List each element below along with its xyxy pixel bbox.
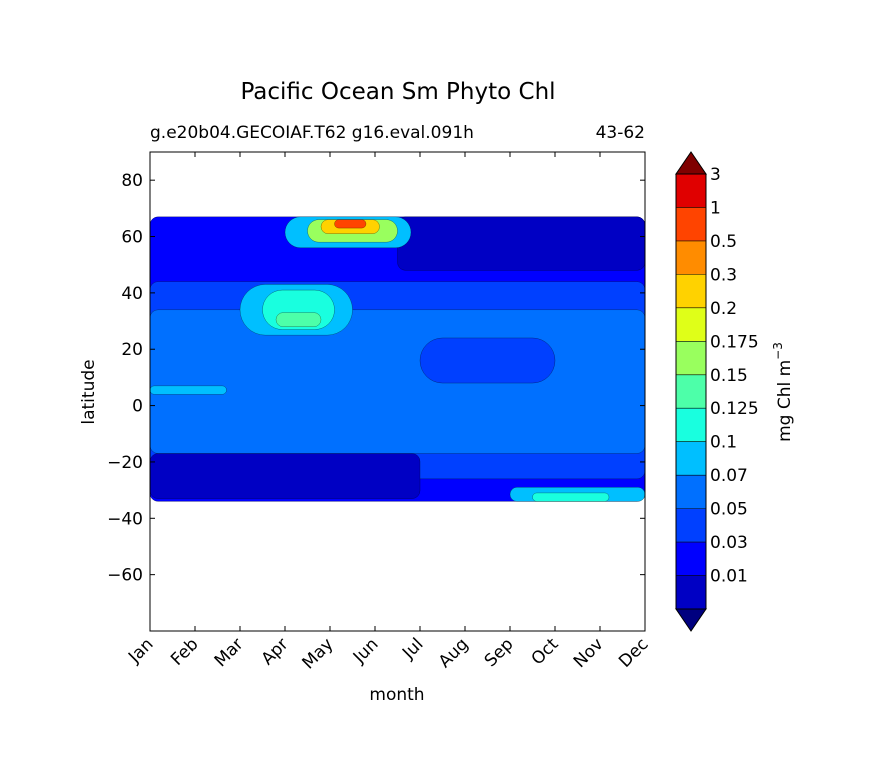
contour-region-5: [419, 337, 556, 384]
colorbar-segment-6: [676, 408, 706, 442]
contour-region-8: [275, 312, 322, 327]
colorbar-label: mg Chl m−3: [771, 342, 795, 442]
y-axis-label: latitude: [79, 359, 99, 424]
contour-region-3: [397, 216, 645, 271]
plot-frame: [149, 151, 646, 632]
x-tick-label-2: Mar: [211, 634, 248, 671]
colorbar-segment-12: [676, 207, 706, 241]
colorbar-tick-label-12: 3: [710, 165, 721, 185]
x-tick-label-9: Oct: [528, 634, 563, 669]
colorbar-segment-9: [676, 307, 706, 342]
colorbar-segment-10: [676, 274, 706, 308]
y-tick-label-3: 20: [121, 340, 143, 360]
x-axis-label: month: [369, 685, 424, 705]
contour-region-4: [150, 453, 421, 499]
colorbar-extend-bottom: [675, 608, 707, 632]
x-tick-label-1: Feb: [167, 634, 202, 669]
y-tick-label-4: 0: [132, 397, 143, 417]
colorbar-tick-label-3: 0.07: [710, 466, 748, 486]
colorbar-label-text: mg Chl m: [775, 360, 795, 442]
colorbar-tick-label-4: 0.1: [710, 433, 737, 453]
colorbar-tick-label-5: 0.125: [710, 399, 759, 419]
colorbar-tick-label-8: 0.2: [710, 299, 737, 319]
contour-region-11: [532, 492, 610, 502]
colorbar-tick-label-10: 0.5: [710, 232, 737, 252]
contour-region-15: [334, 219, 367, 229]
contour-region-2: [150, 309, 645, 454]
colorbar-segment-1: [676, 575, 706, 609]
colorbar-segment-2: [676, 542, 706, 576]
colorbar: 0.01 0.03 0.05 0.07 0.1 0.125 0.15 0.175 0.2 0.3 0…: [675, 151, 759, 632]
colorbar-segment-5: [676, 441, 706, 476]
y-tick-label-7: −60: [107, 566, 143, 586]
colorbar-tick-label-11: 1: [710, 198, 721, 218]
chart-subtitle-right: 43-62: [596, 123, 645, 143]
x-tick-label-7: Aug: [435, 634, 473, 672]
colorbar-tick-label-2: 0.05: [710, 500, 748, 520]
y-tick-label-5: −20: [107, 453, 143, 473]
colorbar-segment-11: [676, 240, 706, 275]
x-tick-label-4: May: [299, 634, 338, 673]
colorbar-extend-top: [675, 151, 707, 175]
contour-fills: [150, 216, 645, 502]
colorbar-label-exponent: −3: [771, 342, 785, 360]
x-tick-label-6: Jul: [398, 634, 427, 663]
y-axis: 80 60 40 20 0 −20 −40 −60: [107, 171, 645, 586]
x-tick-label-10: Nov: [570, 634, 608, 672]
colorbar-segment-3: [676, 508, 706, 543]
chart-subtitle-left: g.e20b04.GECOIAF.T62 g16.eval.091h: [150, 123, 474, 143]
contour-region-9: [150, 385, 227, 395]
y-tick-label-0: 80: [121, 171, 143, 191]
colorbar-tick-label-1: 0.03: [710, 533, 748, 553]
x-tick-label-11: Dec: [615, 634, 652, 671]
colorbar-tick-label-7: 0.175: [710, 332, 759, 352]
colorbar-tick-label-6: 0.15: [710, 366, 748, 386]
y-tick-label-2: 40: [121, 284, 143, 304]
x-tick-label-0: Jan: [124, 634, 157, 667]
colorbar-segment-7: [676, 374, 706, 409]
chart-title: Pacific Ocean Sm Phyto Chl: [240, 79, 555, 105]
colorbar-segment-13: [676, 174, 706, 208]
y-tick-label-6: −40: [107, 509, 143, 529]
colorbar-segment-8: [676, 341, 706, 375]
colorbar-segment-4: [676, 475, 706, 509]
colorbar-tick-label-0: 0.01: [710, 567, 748, 587]
x-tick-label-5: Jun: [349, 634, 383, 668]
colorbar-tick-label-9: 0.3: [710, 265, 737, 285]
x-tick-label-3: Apr: [258, 634, 293, 669]
y-tick-label-1: 60: [121, 228, 143, 248]
x-tick-label-8: Sep: [481, 634, 518, 671]
